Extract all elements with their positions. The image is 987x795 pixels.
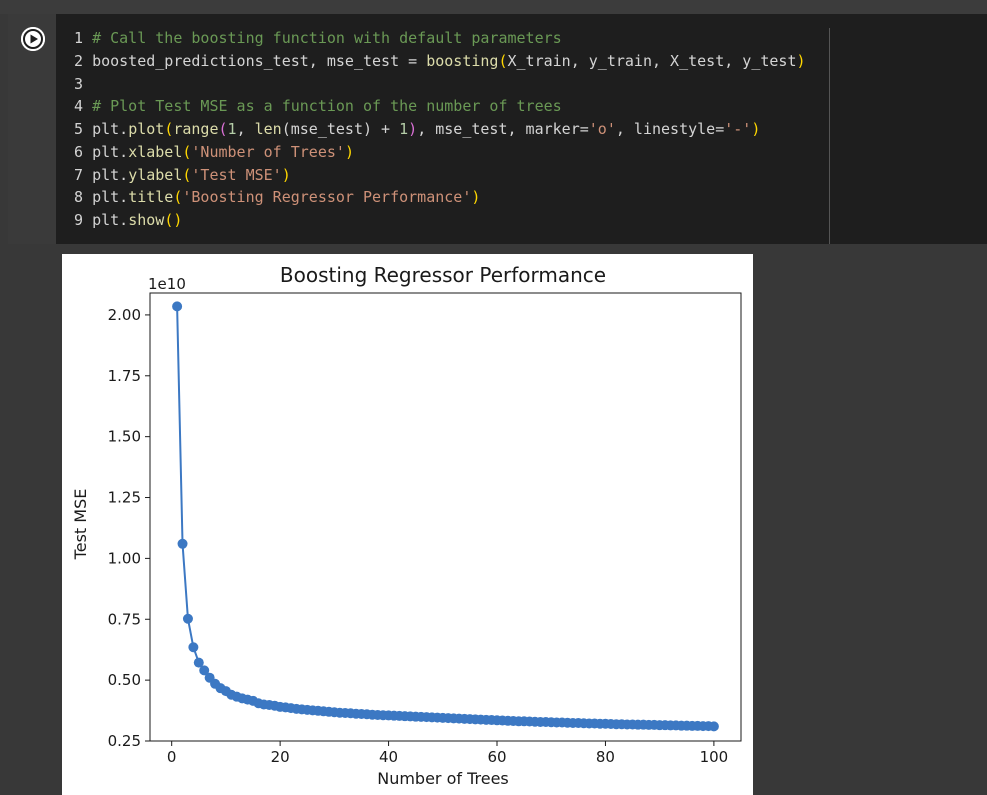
code-token: plt. (92, 165, 129, 184)
series-line (176, 306, 714, 728)
x-axis-label: Number of Trees (377, 769, 509, 788)
code-token: (mse_test) (281, 120, 373, 138)
code-token: plt. (92, 120, 129, 138)
editor-ruler (829, 28, 830, 244)
code-token: plot (128, 120, 165, 138)
y-tick-label: 1.75 (108, 367, 141, 385)
axes-frame (149, 292, 742, 742)
code-token: plt. (92, 211, 129, 229)
cell-gutter (8, 14, 56, 244)
y-tick-label: 2.00 (108, 306, 141, 324)
code-token: ) (471, 188, 481, 207)
code-token: '-' (724, 120, 752, 138)
code-token: , (236, 120, 255, 138)
top-bar (0, 0, 987, 14)
y-tick-label: 0.50 (108, 671, 141, 689)
code-token: 'o' (588, 120, 616, 138)
code-line[interactable]: 4 # Plot Test MSE as a function of the n… (74, 95, 806, 118)
code-token: ( (182, 165, 192, 184)
data-point (172, 301, 183, 312)
x-tick-label: 60 (487, 748, 506, 766)
code-token: , mse_test, marker= (417, 120, 589, 138)
code-token: ) (408, 120, 418, 138)
code-token: 'Boosting Regressor Performance' (182, 188, 472, 207)
x-tick-label: 0 (167, 748, 177, 766)
x-tick-label: 80 (596, 748, 615, 766)
code-token: ( (173, 188, 183, 207)
code-token: plt. (92, 142, 129, 161)
data-point (708, 721, 719, 732)
plot-figure: 0 20 40 60 80 100 0.25 0.50 0.75 1.00 1.25 1.50 1.7… (62, 254, 753, 795)
code-token: range (173, 120, 219, 138)
code-line[interactable]: 7 plt.ylabel('Test MSE') (74, 164, 806, 187)
code-token: 'Number of Trees' (191, 142, 345, 161)
code-token: len (254, 120, 282, 138)
y-tick-label: 1.25 (108, 489, 141, 507)
code-token: ) (344, 142, 354, 161)
code-line[interactable]: 6 plt.xlabel('Number of Trees') (74, 141, 806, 164)
code-cell[interactable]: 1 # Call the boosting function with defa… (8, 14, 987, 244)
code-line[interactable]: 8 plt.title('Boosting Regressor Performa… (74, 186, 806, 209)
line-number: 6 (74, 142, 84, 161)
run-cell-button[interactable] (21, 27, 45, 51)
line-number: 7 (74, 165, 84, 184)
code-line[interactable]: 5 plt.plot(range(1, len(mse_test) + 1), … (74, 118, 806, 141)
code-line[interactable]: 3 (74, 73, 806, 96)
code-token: 1 (227, 120, 237, 138)
line-number: 8 (74, 188, 84, 207)
line-number: 2 (74, 51, 84, 70)
y-tick-label: 1.00 (108, 549, 141, 567)
chart-title: Boosting Regressor Performance (280, 263, 606, 287)
line-chart: 0 20 40 60 80 100 0.25 0.50 0.75 1.00 1.25 1.50 1.7… (71, 263, 742, 788)
y-tick-label: 0.25 (108, 732, 141, 750)
code-token: ylabel (128, 165, 183, 184)
code-token: # Plot Test MSE as a function of the num… (92, 97, 562, 116)
output-gutter (8, 244, 56, 795)
x-tick-label: 20 (271, 748, 290, 766)
code-token: ( (498, 51, 508, 70)
code-token: X_train, y_train, X_test, y_test (507, 51, 797, 70)
code-token: + (372, 120, 400, 138)
code-token: show (128, 211, 165, 229)
code-token: () (164, 211, 183, 229)
data-point (177, 538, 188, 549)
code-token: ) (281, 165, 291, 184)
line-number: 5 (74, 120, 84, 138)
code-text[interactable]: 1 # Call the boosting function with defa… (74, 27, 806, 232)
line-number: 3 (74, 74, 84, 93)
code-line[interactable]: 9 plt.show() (74, 209, 806, 232)
data-point (193, 657, 204, 668)
line-number: 9 (74, 211, 84, 229)
x-tick-label: 100 (700, 748, 729, 766)
code-token: ) (751, 120, 761, 138)
code-token: , linestyle= (615, 120, 725, 138)
x-tick-label: 40 (379, 748, 398, 766)
code-token: boosting (426, 51, 499, 70)
code-token: ( (164, 120, 174, 138)
y-axis-scale-label: 1e10 (148, 275, 186, 293)
code-editor[interactable]: 1 # Call the boosting function with defa… (56, 14, 987, 244)
y-axis-label: Test MSE (71, 489, 90, 561)
code-token: title (128, 188, 174, 207)
data-point (199, 665, 210, 676)
play-icon (21, 27, 45, 51)
code-token: 1 (399, 120, 409, 138)
line-number: 4 (74, 97, 84, 116)
data-point (182, 613, 193, 624)
code-token: xlabel (128, 142, 183, 161)
code-token: boosted_predictions_test, mse_test = (92, 51, 427, 70)
data-point (188, 642, 199, 653)
code-line[interactable]: 1 # Call the boosting function with defa… (74, 27, 806, 50)
code-token: ( (218, 120, 228, 138)
code-token: ) (796, 51, 806, 70)
code-token: # Call the boosting function with defaul… (92, 29, 562, 47)
code-token: plt. (92, 188, 129, 207)
code-token: ( (182, 142, 192, 161)
y-tick-label: 0.75 (108, 610, 141, 628)
y-tick-label: 1.50 (108, 428, 141, 446)
line-number: 1 (74, 29, 84, 47)
code-token: 'Test MSE' (191, 165, 282, 184)
code-line[interactable]: 2 boosted_predictions_test, mse_test = b… (74, 50, 806, 73)
